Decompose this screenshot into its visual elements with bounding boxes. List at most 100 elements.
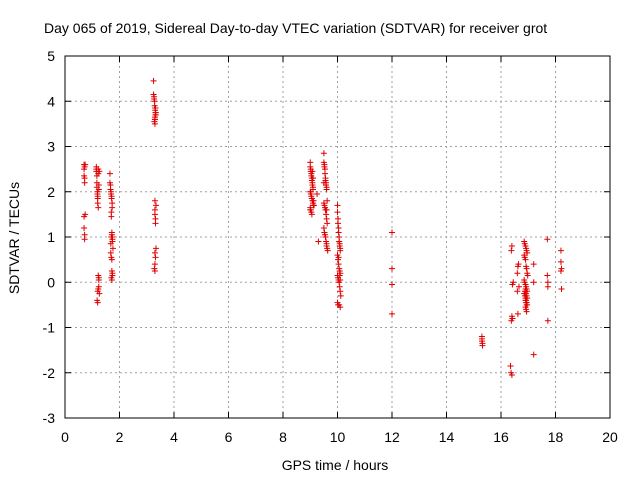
data-point xyxy=(334,209,341,216)
data-point xyxy=(515,261,522,268)
x-tick-label: 20 xyxy=(602,429,618,445)
data-point xyxy=(320,224,327,231)
data-point xyxy=(337,276,344,283)
data-point xyxy=(557,258,564,265)
data-point xyxy=(335,254,342,261)
data-point xyxy=(108,276,115,283)
data-point xyxy=(530,261,537,268)
data-point xyxy=(151,211,158,218)
data-point xyxy=(109,245,116,252)
data-point xyxy=(81,179,88,186)
data-point xyxy=(307,188,314,195)
data-point xyxy=(151,249,158,256)
data-point xyxy=(323,186,330,193)
data-point xyxy=(389,310,395,317)
data-point xyxy=(522,256,529,263)
x-tick-label: 8 xyxy=(279,429,287,445)
data-point xyxy=(108,256,115,263)
y-tick-label: -1 xyxy=(43,320,56,336)
data-point xyxy=(544,279,551,286)
data-point xyxy=(515,283,522,290)
data-point xyxy=(544,272,551,279)
data-points xyxy=(81,77,565,379)
x-axis-label: GPS time / hours xyxy=(282,457,389,473)
data-point xyxy=(336,272,343,279)
data-point xyxy=(96,168,103,175)
y-tick-label: 1 xyxy=(47,229,55,245)
data-point xyxy=(335,261,342,268)
x-tick-label: 4 xyxy=(170,429,178,445)
data-point xyxy=(308,211,315,218)
x-tick-label: 18 xyxy=(548,429,564,445)
y-tick-label: -3 xyxy=(43,410,56,426)
x-tick-label: 14 xyxy=(439,429,455,445)
data-point xyxy=(107,240,114,247)
data-point xyxy=(324,197,331,204)
data-point xyxy=(508,313,515,320)
data-point xyxy=(322,234,329,240)
data-point xyxy=(96,290,103,297)
data-point xyxy=(153,202,160,209)
y-tick-label: 0 xyxy=(47,274,55,290)
data-point xyxy=(335,229,342,236)
data-point xyxy=(336,238,343,245)
data-point xyxy=(558,265,565,272)
data-point xyxy=(95,274,102,281)
x-tick-label: 0 xyxy=(61,429,69,445)
data-point xyxy=(321,170,328,177)
data-point xyxy=(337,247,344,254)
data-point xyxy=(337,304,344,311)
y-tick-labels: -3 -2 -1 0 1 2 3 4 5 xyxy=(43,48,56,426)
data-point xyxy=(508,372,515,379)
data-point xyxy=(151,116,158,123)
data-point xyxy=(514,288,521,295)
data-point xyxy=(320,150,327,157)
data-point xyxy=(315,238,322,245)
data-point xyxy=(557,247,564,254)
data-point xyxy=(389,229,395,236)
data-point xyxy=(334,202,341,209)
y-tick-label: -2 xyxy=(43,365,56,381)
data-point xyxy=(109,204,116,211)
data-point xyxy=(323,206,330,213)
data-point xyxy=(309,168,316,175)
data-point xyxy=(514,310,521,317)
plot-frame xyxy=(64,55,611,419)
data-point xyxy=(314,191,321,198)
data-point xyxy=(507,362,514,369)
data-point xyxy=(321,229,328,236)
data-point xyxy=(530,279,537,286)
data-point xyxy=(108,195,115,202)
data-point xyxy=(108,213,115,220)
data-point xyxy=(337,288,344,295)
data-point xyxy=(95,286,102,293)
chart-title: Day 065 of 2019, Sidereal Day-to-day VTE… xyxy=(44,20,547,36)
data-point xyxy=(522,286,529,293)
data-point xyxy=(514,270,521,277)
data-point xyxy=(152,220,159,227)
data-point xyxy=(107,249,114,256)
data-point xyxy=(307,206,314,213)
data-point xyxy=(337,292,344,299)
data-point xyxy=(509,281,516,288)
data-point xyxy=(508,243,515,250)
data-point xyxy=(389,265,395,272)
data-point xyxy=(508,317,515,324)
y-tick-label: 4 xyxy=(47,93,55,109)
x-tick-label: 12 xyxy=(384,429,400,445)
data-point xyxy=(323,211,330,218)
data-point xyxy=(82,161,89,168)
data-point xyxy=(311,202,318,209)
data-point xyxy=(151,261,158,268)
data-point xyxy=(324,247,331,254)
data-point xyxy=(544,236,551,243)
data-point xyxy=(323,240,330,247)
data-point xyxy=(152,111,159,118)
data-point xyxy=(336,283,343,290)
data-point xyxy=(508,247,515,254)
data-point xyxy=(150,77,157,84)
data-point xyxy=(479,342,486,349)
x-tick-label: 16 xyxy=(493,429,509,445)
data-point xyxy=(389,281,395,288)
data-point xyxy=(151,267,158,274)
